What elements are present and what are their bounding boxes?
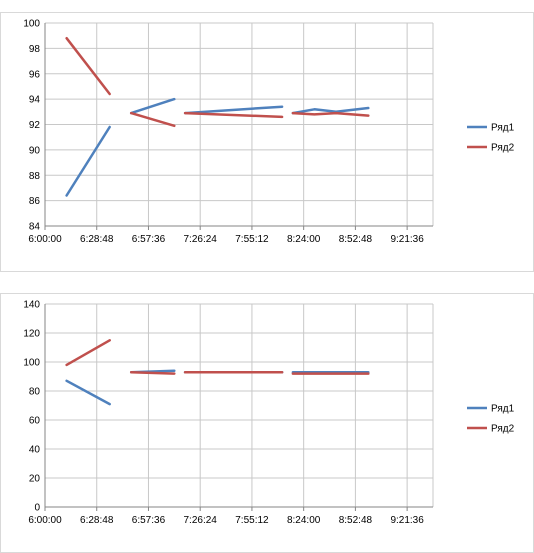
series-1-segment-1 [65, 125, 111, 197]
series-1-segment-1 [65, 379, 111, 406]
x-tick-label: 6:28:48 [80, 234, 114, 245]
x-tick-label: 7:55:12 [235, 234, 269, 245]
series-2-segment-2 [129, 370, 176, 375]
series-1-segment-4 [291, 106, 370, 115]
series-2-segment-1 [65, 36, 111, 96]
y-tick-label: 120 [23, 329, 40, 340]
y-tick-label: 0 [34, 503, 40, 514]
chart-panel-bottom: 0 20 40 60 80 100 120 140 6:00:00 6:28:48 6:57:36 7… [0, 293, 534, 553]
y-tick-label: 20 [29, 474, 41, 485]
x-tick-label: 6:28:48 [80, 515, 114, 526]
y-tick-label: 86 [29, 196, 41, 207]
series-2-segment-2 [129, 111, 176, 128]
x-tick-label: 6:00:00 [28, 234, 62, 245]
y-tick-label: 84 [29, 222, 41, 233]
y-tick-label: 94 [29, 95, 41, 106]
legend-label-1: Ряд1 [491, 404, 515, 415]
x-tick-label: 6:57:36 [132, 234, 166, 245]
x-tick-label: 9:21:36 [390, 515, 424, 526]
y-tick-label: 96 [29, 69, 41, 80]
series-1-segment-2 [129, 97, 176, 115]
series-2-segment-3 [183, 111, 284, 119]
x-tick-label: 8:52:48 [339, 234, 373, 245]
y-tick-label: 98 [29, 44, 41, 55]
y-tick-label: 90 [29, 145, 41, 156]
y-tick-label: 92 [29, 120, 41, 131]
x-tick-label: 8:24:00 [287, 234, 321, 245]
line-chart-bottom: 0 20 40 60 80 100 120 140 6:00:00 6:28:48 6:57:36 7… [23, 300, 515, 527]
legend-label-2: Ряд2 [491, 424, 515, 435]
x-tick-label: 7:55:12 [235, 515, 269, 526]
y-tick-label: 80 [29, 387, 41, 398]
y-tick-label: 40 [29, 445, 41, 456]
y-tick-label: 140 [23, 300, 40, 311]
legend-label-2: Ряд2 [491, 143, 515, 154]
series-2-segment-1 [65, 339, 111, 367]
y-tick-label: 100 [23, 358, 40, 369]
x-tick-label: 8:52:48 [339, 515, 373, 526]
y-tick-label: 88 [29, 171, 41, 182]
series-2-segment-4 [291, 111, 370, 117]
x-tick-label: 7:26:24 [184, 234, 218, 245]
x-tick-label: 8:24:00 [287, 515, 321, 526]
x-tick-label: 6:57:36 [132, 515, 166, 526]
legend-label-1: Ряд1 [491, 123, 515, 134]
series-1-segment-3 [183, 105, 284, 115]
x-tick-label: 7:26:24 [184, 515, 218, 526]
line-chart-top: 84 86 88 90 92 94 96 98 100 6:00:00 6:28:48 6:57:36… [23, 19, 515, 246]
x-tick-label: 9:21:36 [390, 234, 424, 245]
x-tick-label: 6:00:00 [28, 515, 62, 526]
y-tick-label: 60 [29, 416, 41, 427]
chart-panel-top: 84 86 88 90 92 94 96 98 100 6:00:00 6:28:48 6:57:36… [0, 12, 534, 272]
y-tick-label: 100 [23, 19, 40, 30]
